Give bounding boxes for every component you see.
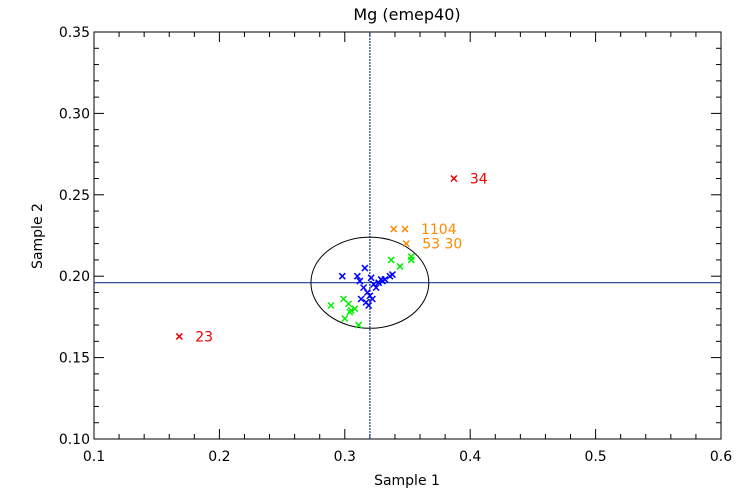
data-point bbox=[338, 272, 346, 280]
data-point bbox=[341, 314, 349, 323]
data-point-stroke bbox=[387, 256, 395, 264]
data-point-stroke bbox=[367, 274, 375, 282]
x-tick-label: 0.1 bbox=[83, 449, 105, 465]
y-axis-label: Sample 2 bbox=[30, 203, 46, 269]
data-point bbox=[361, 264, 369, 272]
data-point bbox=[368, 295, 376, 303]
data-point-stroke bbox=[356, 277, 364, 285]
data-point-stroke bbox=[390, 225, 398, 233]
y-tick-label: 0.15 bbox=[59, 351, 90, 367]
x-tick-label: 0.3 bbox=[334, 449, 356, 465]
data-point-stroke bbox=[357, 295, 365, 303]
data-point bbox=[388, 271, 396, 279]
data-point-stroke bbox=[370, 280, 378, 288]
data-point-stroke bbox=[341, 314, 349, 323]
data-point bbox=[175, 332, 183, 340]
y-tick-label: 0.25 bbox=[59, 188, 90, 204]
data-point-stroke bbox=[361, 264, 369, 272]
data-point-stroke bbox=[338, 272, 346, 280]
data-point-stroke bbox=[175, 332, 183, 340]
x-tick-label: 0.2 bbox=[208, 449, 230, 465]
data-point bbox=[345, 300, 353, 308]
data-point-stroke bbox=[347, 306, 355, 314]
data-point bbox=[402, 240, 410, 248]
data-point bbox=[353, 272, 361, 280]
data-point bbox=[355, 321, 363, 329]
y-tick-label: 0.35 bbox=[59, 25, 90, 41]
data-point-stroke bbox=[450, 174, 458, 183]
data-point-label: 23 bbox=[195, 329, 213, 345]
y-tick-label: 0.20 bbox=[59, 269, 90, 285]
data-point-stroke bbox=[360, 284, 368, 292]
plot-frame bbox=[93, 31, 722, 440]
data-point-stroke bbox=[351, 305, 359, 313]
data-point-stroke bbox=[402, 240, 410, 248]
data-point bbox=[367, 274, 375, 282]
data-point-stroke bbox=[407, 256, 415, 264]
data-point-stroke bbox=[327, 301, 335, 310]
data-point-label: 1104 bbox=[421, 222, 457, 238]
data-point bbox=[387, 256, 395, 264]
data-point-label: 53 30 bbox=[422, 237, 462, 253]
data-point-stroke bbox=[365, 301, 373, 310]
data-point-stroke bbox=[401, 225, 409, 233]
data-point bbox=[401, 225, 409, 233]
y-tick-label: 0.30 bbox=[59, 106, 90, 122]
x-tick-label: 0.6 bbox=[710, 449, 732, 465]
x-tick-label: 0.4 bbox=[459, 449, 481, 465]
data-point-stroke bbox=[396, 262, 404, 270]
data-point bbox=[351, 305, 359, 313]
data-point-stroke bbox=[377, 275, 385, 283]
data-point bbox=[450, 174, 458, 183]
confidence-ellipse bbox=[310, 236, 430, 329]
data-point bbox=[357, 295, 365, 303]
data-point-stroke bbox=[345, 300, 353, 308]
data-point bbox=[360, 284, 368, 292]
data-point bbox=[347, 306, 355, 314]
y-tick-label: 0.10 bbox=[59, 432, 90, 448]
x-axis-label: Sample 1 bbox=[374, 473, 440, 489]
data-point bbox=[327, 301, 335, 310]
data-point bbox=[407, 256, 415, 264]
x-tick-label: 0.5 bbox=[584, 449, 606, 465]
data-point-stroke bbox=[368, 295, 376, 303]
chart-title: Mg (emep40) bbox=[353, 5, 460, 24]
data-point-label: 34 bbox=[470, 172, 488, 188]
data-point-stroke bbox=[353, 272, 361, 280]
data-point bbox=[365, 301, 373, 310]
data-point bbox=[377, 275, 385, 283]
data-point-stroke bbox=[388, 271, 396, 279]
data-point bbox=[396, 262, 404, 270]
data-point-stroke bbox=[340, 295, 348, 303]
data-point bbox=[356, 277, 364, 285]
data-point bbox=[370, 280, 378, 288]
data-point bbox=[390, 225, 398, 233]
data-point-stroke bbox=[355, 321, 363, 329]
